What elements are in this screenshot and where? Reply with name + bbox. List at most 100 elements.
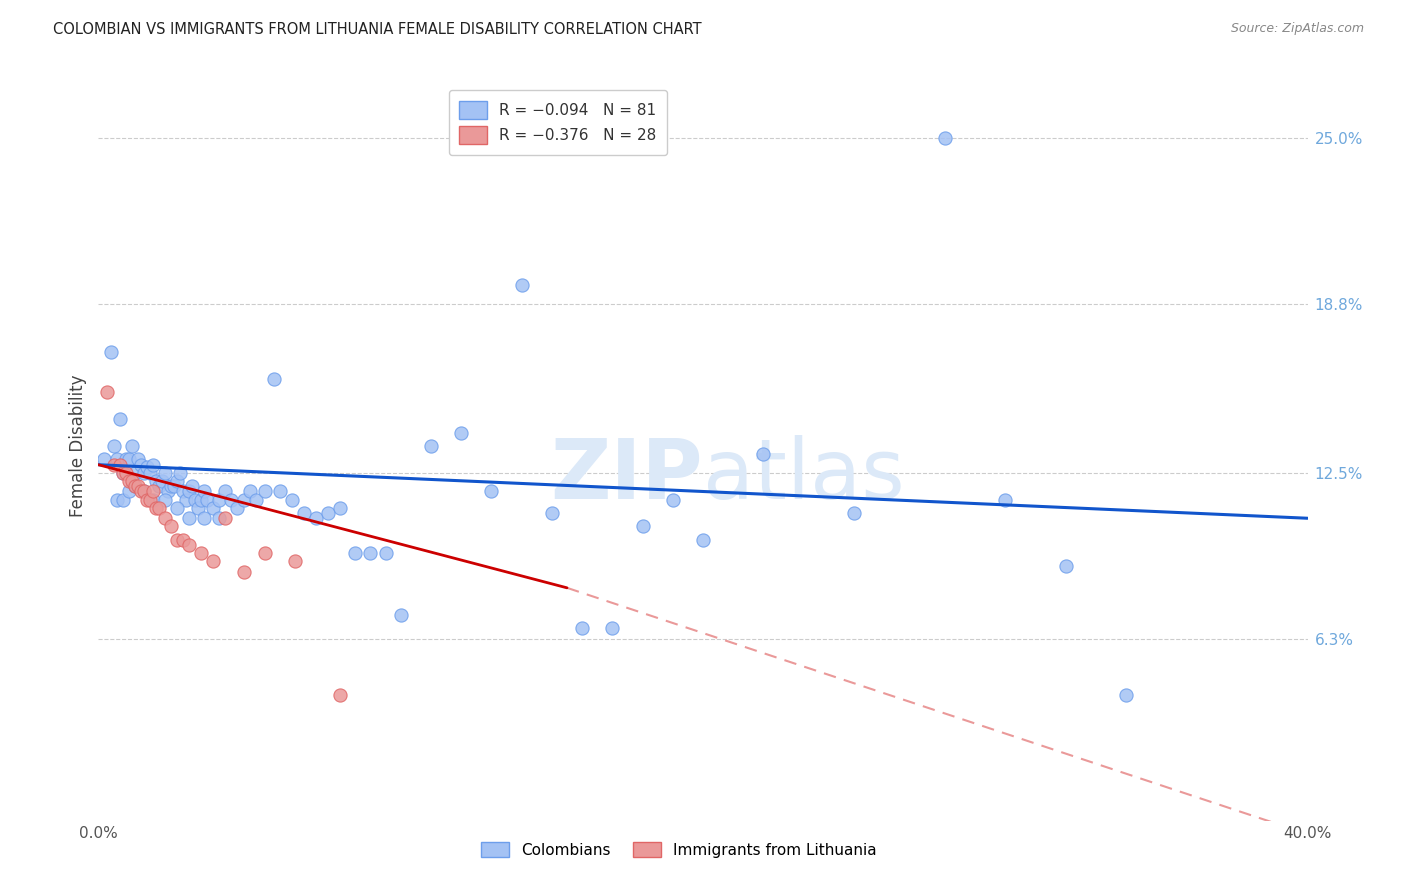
Point	[118, 452, 141, 467]
Point	[232, 565, 254, 579]
Text: Source: ZipAtlas.com: Source: ZipAtlas.com	[1230, 22, 1364, 36]
Point	[103, 439, 125, 453]
Point	[195, 492, 218, 507]
Point	[994, 492, 1017, 507]
Point	[145, 500, 167, 515]
Point	[329, 500, 352, 515]
Point	[114, 452, 136, 467]
Point	[121, 474, 143, 488]
Point	[360, 546, 382, 560]
Point	[108, 458, 131, 472]
Point	[174, 492, 197, 507]
Point	[305, 511, 328, 525]
Point	[631, 519, 654, 533]
Point	[481, 484, 503, 499]
Point	[142, 458, 165, 472]
Point	[96, 385, 118, 400]
Point	[93, 452, 115, 467]
Point	[190, 492, 212, 507]
Point	[214, 511, 236, 525]
Point	[129, 458, 152, 472]
Point	[127, 452, 149, 467]
Point	[139, 466, 162, 480]
Point	[540, 506, 562, 520]
Point	[124, 479, 146, 493]
Point	[105, 492, 128, 507]
Point	[181, 479, 204, 493]
Point	[114, 466, 136, 480]
Point	[374, 546, 396, 560]
Point	[208, 511, 231, 525]
Point	[450, 425, 472, 440]
Point	[166, 474, 188, 488]
Point	[344, 546, 367, 560]
Text: ZIP: ZIP	[551, 435, 703, 516]
Point	[166, 533, 188, 547]
Point	[1115, 688, 1137, 702]
Point	[179, 484, 201, 499]
Point	[135, 460, 157, 475]
Point	[121, 439, 143, 453]
Point	[111, 492, 134, 507]
Point	[111, 466, 134, 480]
Point	[179, 538, 201, 552]
Point	[184, 492, 207, 507]
Point	[124, 466, 146, 480]
Point	[389, 607, 412, 622]
Point	[292, 506, 315, 520]
Point	[263, 372, 285, 386]
Point	[129, 484, 152, 499]
Point	[148, 479, 170, 493]
Point	[139, 492, 162, 507]
Point	[163, 479, 186, 493]
Point	[166, 500, 188, 515]
Point	[602, 621, 624, 635]
Point	[103, 458, 125, 472]
Point	[135, 492, 157, 507]
Point	[132, 466, 155, 480]
Point	[202, 500, 225, 515]
Point	[193, 511, 215, 525]
Point	[844, 506, 866, 520]
Point	[510, 278, 533, 293]
Point	[124, 479, 146, 493]
Text: COLOMBIAN VS IMMIGRANTS FROM LITHUANIA FEMALE DISABILITY CORRELATION CHART: COLOMBIAN VS IMMIGRANTS FROM LITHUANIA F…	[53, 22, 702, 37]
Point	[316, 506, 339, 520]
Point	[156, 484, 179, 499]
Point	[105, 452, 128, 467]
Point	[127, 479, 149, 493]
Point	[420, 439, 443, 453]
Point	[169, 466, 191, 480]
Point	[118, 474, 141, 488]
Point	[661, 492, 683, 507]
Point	[329, 688, 352, 702]
Point	[142, 484, 165, 499]
Point	[150, 474, 173, 488]
Point	[153, 466, 176, 480]
Point	[145, 474, 167, 488]
Point	[245, 492, 267, 507]
Point	[193, 484, 215, 499]
Point	[142, 492, 165, 507]
Point	[221, 492, 243, 507]
Point	[160, 519, 183, 533]
Y-axis label: Female Disability: Female Disability	[69, 375, 87, 517]
Point	[202, 554, 225, 568]
Point	[253, 484, 276, 499]
Point	[692, 533, 714, 547]
Point	[239, 484, 262, 499]
Point	[108, 412, 131, 426]
Point	[172, 533, 194, 547]
Point	[214, 484, 236, 499]
Point	[934, 131, 956, 145]
Point	[187, 500, 209, 515]
Text: atlas: atlas	[703, 435, 904, 516]
Point	[232, 492, 254, 507]
Point	[571, 621, 593, 635]
Point	[172, 484, 194, 499]
Point	[153, 511, 176, 525]
Point	[1054, 559, 1077, 574]
Point	[226, 500, 249, 515]
Point	[148, 500, 170, 515]
Legend: Colombians, Immigrants from Lithuania: Colombians, Immigrants from Lithuania	[474, 834, 884, 865]
